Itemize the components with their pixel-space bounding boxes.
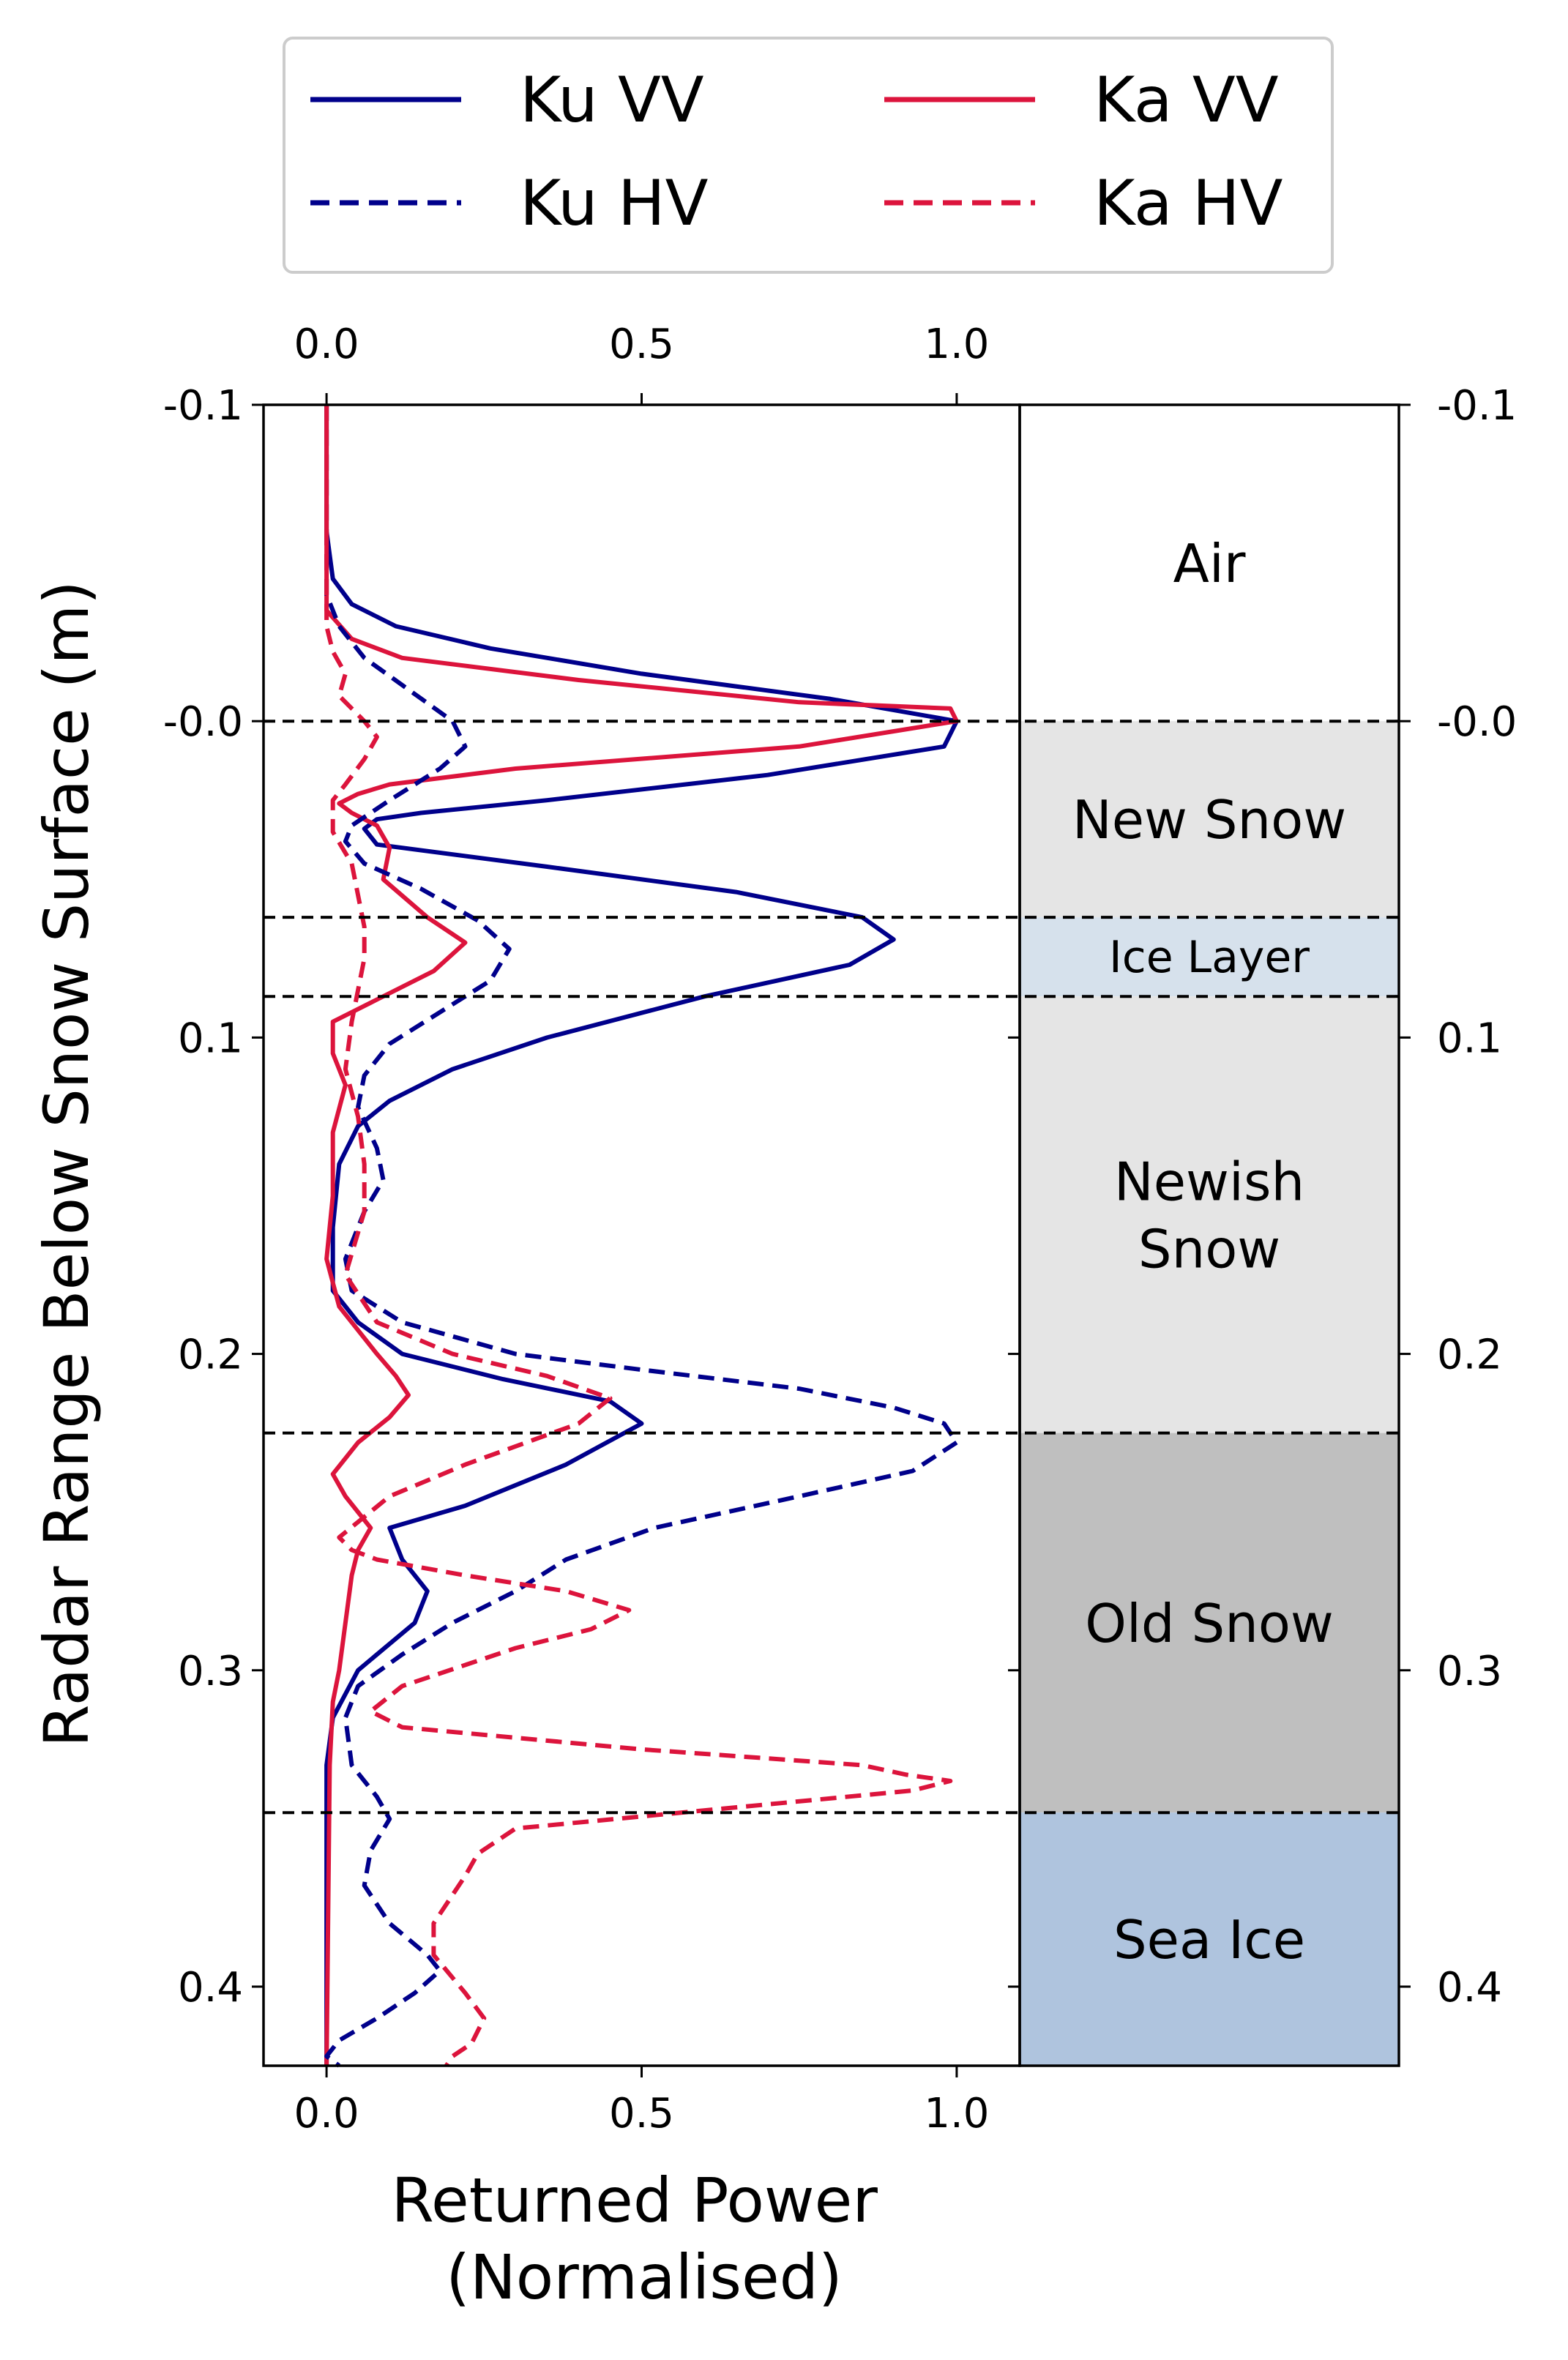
layer-band — [1020, 996, 1399, 1433]
layer-band — [1020, 721, 1399, 918]
layer-label: Sea Ice — [1113, 1909, 1305, 1971]
legend-label: Ka HV — [1094, 167, 1283, 240]
series-line — [324, 405, 953, 2067]
x-tick-label-top: 1.0 — [924, 321, 989, 368]
x-tick-label-top: 0.0 — [294, 321, 359, 368]
y-tick-label-right: -0.0 — [1437, 698, 1517, 746]
x-tick-label: 0.5 — [609, 2090, 674, 2137]
x-tick-label: 0.0 — [294, 2090, 359, 2137]
x-tick-label: 1.0 — [924, 2090, 989, 2137]
y-tick-label: -0.1 — [163, 382, 243, 430]
y-tick-label-right: 0.3 — [1437, 1648, 1502, 1695]
legend: Ku VV Ku HV Ka VV Ka HV — [283, 37, 1334, 274]
plot-area — [264, 405, 1399, 2068]
legend-box — [283, 37, 1334, 274]
layer-band — [1020, 405, 1399, 722]
y-tick-label-right: 0.2 — [1437, 1332, 1502, 1379]
y-tick-label: 0.2 — [178, 1332, 243, 1379]
series-line — [324, 405, 959, 2068]
y-tick-label-right: -0.1 — [1437, 382, 1517, 430]
legend-label: Ka VV — [1094, 64, 1279, 137]
layer-label: Snow — [1138, 1218, 1280, 1280]
layer-label: Old Snow — [1085, 1593, 1334, 1654]
x-axis-label-line-1: Returned Power — [391, 2165, 878, 2236]
y-tick-label: 0.4 — [178, 1964, 243, 2012]
axes: 0.0 0.0 0.5 0.5 1.0 1.0 -0.1 -0.1 -0.0 -0.0 0.1 0.1… — [163, 321, 1517, 2137]
layer-band — [1020, 1433, 1399, 1813]
x-axis-label: Returned Power (Normalised) — [391, 2165, 897, 2313]
y-tick-label: 0.3 — [178, 1648, 243, 1695]
panel-frame — [1018, 403, 1400, 2067]
series-line — [324, 405, 959, 2066]
y-tick-label-right: 0.1 — [1437, 1015, 1502, 1062]
layer-label: Air — [1173, 533, 1246, 594]
y-tick-label: 0.1 — [178, 1015, 243, 1062]
y-axis-label: Radar Range Below Snow Surface (m) — [31, 580, 102, 1747]
y-tick-label-right: 0.4 — [1437, 1964, 1502, 2012]
y-tick-label: -0.0 — [163, 698, 243, 746]
legend-label: Ku HV — [520, 167, 709, 240]
layer-label: New Snow — [1072, 789, 1346, 851]
layer-band — [1020, 917, 1399, 997]
legend-label: Ku VV — [520, 64, 704, 137]
series-line — [324, 405, 959, 2066]
layer-label: Ice Layer — [1109, 932, 1310, 983]
layer-band — [1020, 1812, 1399, 2066]
layer-label: Newish — [1114, 1151, 1304, 1212]
x-tick-label-top: 0.5 — [609, 321, 674, 368]
x-axis-label-line-2: (Normalised) — [446, 2241, 843, 2313]
plot-frame — [262, 403, 1021, 2067]
